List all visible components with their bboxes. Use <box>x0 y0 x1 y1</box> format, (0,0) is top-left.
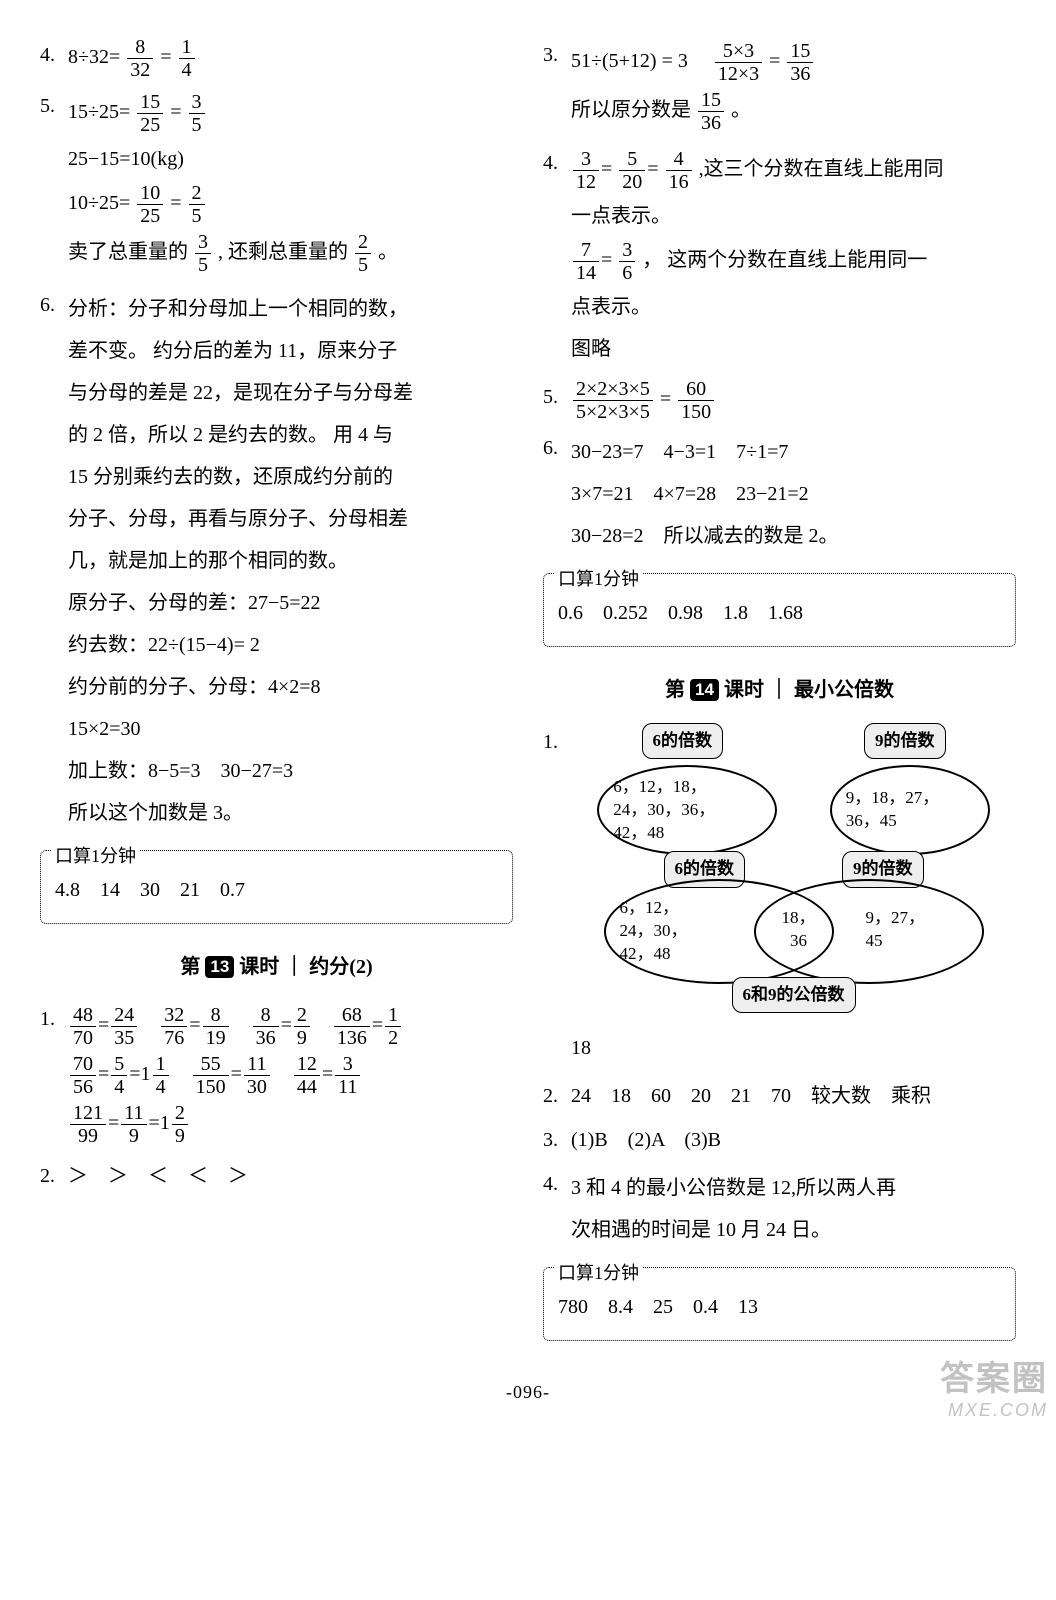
watermark: 答案圈 MXE.COM <box>940 1359 1048 1421</box>
labels-top: 6的倍数 9的倍数 <box>571 723 1016 759</box>
left-q5: 5. 15÷25= 1525 = 35 25−15=10(kg) 10÷25= … <box>40 87 513 280</box>
equals: = <box>160 46 171 68</box>
sec14-q2: 2. 24 18 60 20 21 70 较大数 乘积 <box>543 1077 1016 1115</box>
q5-line3: 10÷25= 1025 = 25 <box>68 182 513 227</box>
section-13-title: 第 13 课时 ｜ 约分(2) <box>40 948 513 986</box>
oval-9: 9，18，27，36，45 <box>830 765 990 855</box>
text: 8÷32= <box>68 46 120 68</box>
row2: 7056=54=114 55150=1130 1244=311 <box>68 1053 513 1098</box>
item-number: 4. <box>40 36 68 81</box>
right-column: 3. 51÷(5+12) = 3 5×312×3 = 1536 所以原分数是 1… <box>543 30 1016 1355</box>
q5-line2: 25−15=10(kg) <box>68 140 513 178</box>
mental-math-title: 口算1分钟 <box>51 839 140 873</box>
q5-line1: 15÷25= 1525 = 35 <box>68 91 513 136</box>
left-column: 4. 8÷32= 832 = 14 5. 15÷25= 1525 = 35 25… <box>40 30 513 1355</box>
label-6: 6的倍数 <box>642 723 724 759</box>
answer-18: 18 <box>571 1029 1016 1067</box>
right-q4: 4. 312= 520= 416 ,这三个分数在直线上能用同 一点表示。 714… <box>543 144 1016 372</box>
watermark-line2: MXE.COM <box>940 1400 1048 1422</box>
mental-math-box-1: 口算1分钟 4.8 14 30 21 0.7 <box>40 850 513 924</box>
right-q5: 5. 2×2×3×55×2×3×5 = 60150 <box>543 378 1016 423</box>
section-14-title: 第 14 课时 ｜ 最小公倍数 <box>543 671 1016 709</box>
label-9: 9的倍数 <box>864 723 946 759</box>
row3: 12199=119=129 <box>68 1102 513 1147</box>
page-number: -096- <box>40 1375 1016 1409</box>
left-q6: 6. 分析：分子和分母加上一个相同的数， 差不变。 约分后的差为 11，原来分子… <box>40 286 513 836</box>
page-container: 4. 8÷32= 832 = 14 5. 15÷25= 1525 = 35 25… <box>40 30 1016 1355</box>
mental-math-box-3: 口算1分钟 780 8.4 25 0.4 13 <box>543 1267 1016 1341</box>
badge-13: 13 <box>205 956 234 978</box>
left-q4: 4. 8÷32= 832 = 14 <box>40 36 513 81</box>
mental-math-box-2: 口算1分钟 0.6 0.252 0.98 1.8 1.68 <box>543 573 1016 647</box>
q5-line4: 卖了总重量的 35 , 还剩总重量的 25 。 <box>68 231 513 276</box>
venn-text-right: 9，27，45 <box>866 907 966 953</box>
sec14-q4: 4. 3 和 4 的最小公倍数是 12,所以两人再 次相遇的时间是 10 月 2… <box>543 1165 1016 1253</box>
venn-diagram: 6的倍数 9的倍数 6，12，24，30，42，48 18，36 9，27，45… <box>604 861 984 991</box>
fraction: 832 <box>127 36 153 81</box>
venn-text-mid: 18，36 <box>769 907 829 953</box>
item-content: 8÷32= 832 = 14 <box>68 36 513 81</box>
venn-label-common: 6和9的公倍数 <box>732 977 856 1013</box>
watermark-line1: 答案圈 <box>940 1359 1048 1400</box>
mental-math-values: 4.8 14 30 21 0.7 <box>55 871 498 909</box>
oval-6: 6，12，18，24，30，36，42，48 <box>597 765 777 855</box>
sec14-q3: 3. (1)B (2)A (3)B <box>543 1121 1016 1159</box>
sec13-q1: 1. 4870=2435 3276=819 836=29 68136=12 70… <box>40 1000 513 1151</box>
item-number: 5. <box>40 87 68 280</box>
fraction: 14 <box>179 36 195 81</box>
item-content: 分析：分子和分母加上一个相同的数， 差不变。 约分后的差为 11，原来分子 与分… <box>68 286 513 836</box>
item-number: 6. <box>40 286 68 836</box>
right-q6: 6. 30−23=7 4−3=1 7÷1=7 3×7=21 4×7=28 23−… <box>543 429 1016 559</box>
right-q3: 3. 51÷(5+12) = 3 5×312×3 = 1536 所以原分数是 1… <box>543 36 1016 138</box>
ovals-top: 6，12，18，24，30，36，42，48 9，18，27，36，45 <box>571 765 1016 855</box>
venn-text-left: 6，12，24，30，42，48 <box>620 897 730 966</box>
sec13-q2: 2. ＞ ＞ ＜ ＜ ＞ <box>40 1157 513 1195</box>
sec14-q1: 1. 6的倍数 9的倍数 6，12，18，24，30，36，42，48 9，18… <box>543 723 1016 1071</box>
row1: 4870=2435 3276=819 836=29 68136=12 <box>68 1004 513 1049</box>
badge-14: 14 <box>690 679 719 701</box>
item-content: 15÷25= 1525 = 35 25−15=10(kg) 10÷25= 102… <box>68 87 513 280</box>
